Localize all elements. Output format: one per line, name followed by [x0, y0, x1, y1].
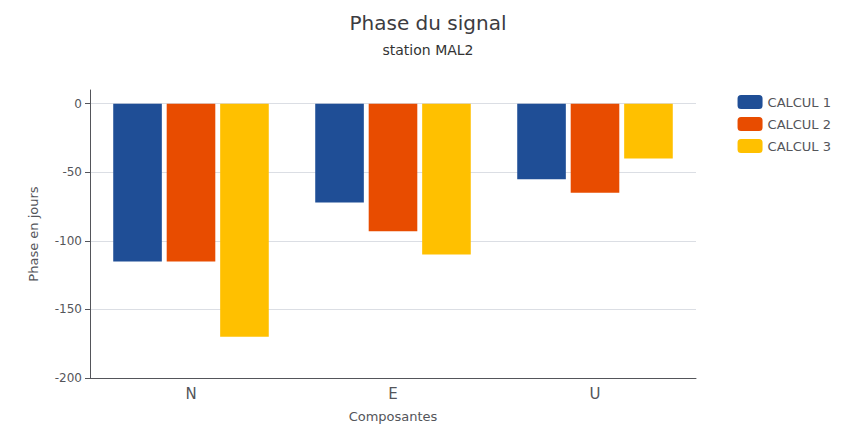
svg-text:-100: -100	[55, 234, 82, 248]
svg-text:CALCUL 2: CALCUL 2	[768, 117, 831, 132]
svg-text:CALCUL 3: CALCUL 3	[768, 139, 831, 154]
svg-text:N: N	[185, 385, 196, 403]
svg-text:0: 0	[74, 97, 82, 111]
svg-text:Composantes: Composantes	[349, 409, 438, 424]
svg-text:-200: -200	[55, 371, 82, 385]
svg-text:station MAL2: station MAL2	[383, 42, 474, 58]
svg-text:-50: -50	[62, 165, 82, 179]
svg-text:E: E	[388, 385, 397, 403]
svg-text:CALCUL 1: CALCUL 1	[768, 95, 831, 110]
svg-text:Phase en jours: Phase en jours	[26, 186, 41, 281]
svg-text:-150: -150	[55, 302, 82, 316]
svg-text:Phase du signal: Phase du signal	[350, 11, 507, 35]
svg-text:U: U	[590, 385, 601, 403]
